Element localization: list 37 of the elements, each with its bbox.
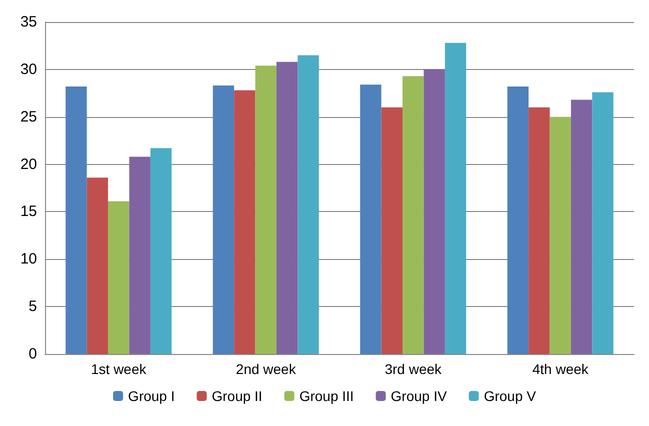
x-tick-label: 4th week: [532, 361, 590, 377]
y-tick-label: 5: [28, 298, 37, 316]
bar: [108, 201, 130, 354]
y-tick-label: 10: [20, 250, 37, 268]
bar: [276, 62, 298, 354]
bar: [381, 107, 403, 354]
legend-label: Group III: [299, 388, 354, 404]
bar: [86, 178, 108, 354]
y-tick-label: 0: [28, 346, 37, 362]
bar: [212, 86, 234, 354]
bar: [507, 86, 529, 354]
legend-label: Group I: [128, 388, 175, 404]
bar: [402, 76, 424, 354]
bar: [424, 69, 445, 354]
legend-label: Group IV: [390, 388, 448, 404]
bar: [570, 100, 592, 354]
bar: [528, 107, 550, 354]
bar: [298, 55, 319, 354]
y-tick-label: 15: [20, 203, 37, 220]
x-tick-label: 2nd week: [236, 361, 297, 377]
bar: [129, 156, 150, 354]
bar: [550, 116, 571, 354]
y-tick-label: 25: [20, 108, 37, 126]
bar: [234, 90, 256, 354]
legend-label: Group II: [212, 388, 262, 404]
x-tick-label: 1st week: [91, 361, 148, 377]
bar: [444, 42, 466, 354]
y-tick-label: 35: [20, 14, 37, 30]
bar: [360, 84, 382, 354]
bar: [66, 86, 87, 354]
bar: [592, 92, 614, 354]
x-tick-label: 3rd week: [384, 361, 443, 377]
bar: [150, 148, 172, 354]
y-tick-label: 20: [20, 156, 37, 173]
legend-label: Group V: [484, 388, 537, 404]
y-tick-label: 30: [20, 60, 37, 78]
bar: [255, 66, 276, 354]
